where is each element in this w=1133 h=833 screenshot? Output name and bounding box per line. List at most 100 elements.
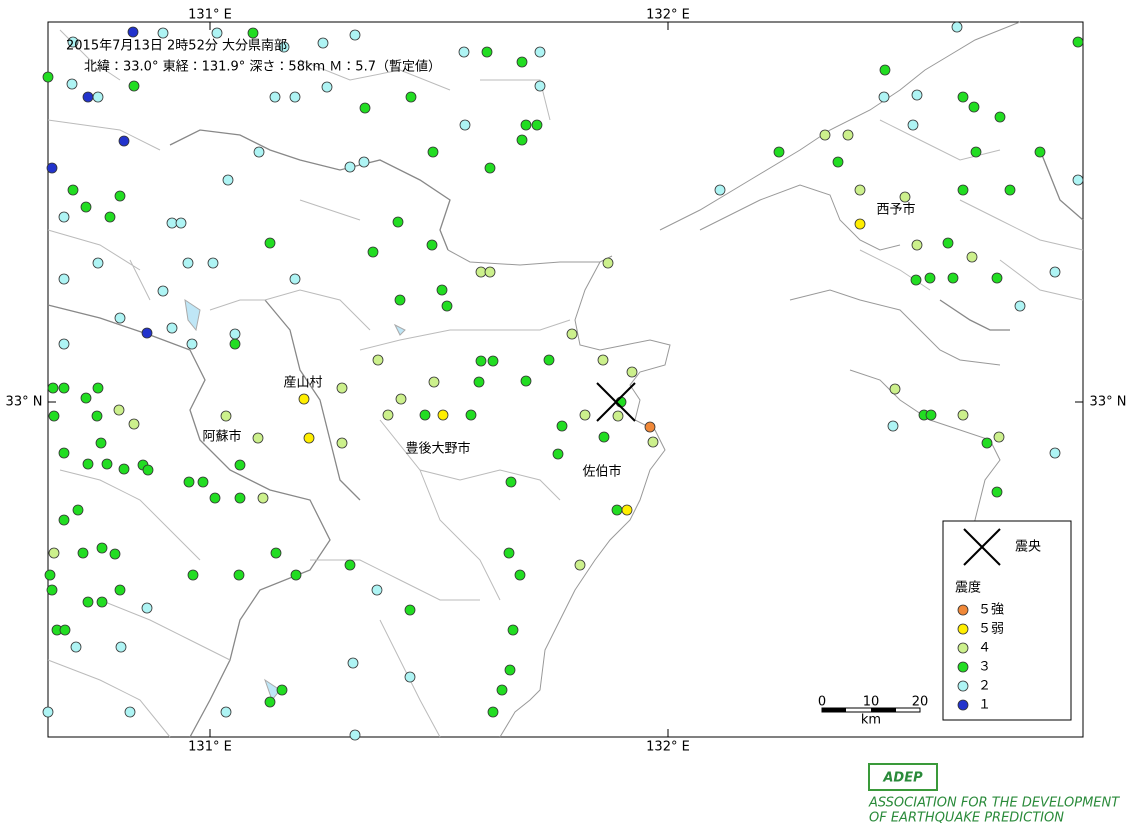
lon-label: 132° E: [646, 8, 690, 23]
station: [611, 504, 623, 516]
station: [349, 29, 361, 41]
station: [114, 190, 126, 202]
station: [428, 376, 440, 388]
station: [317, 37, 329, 49]
station: [109, 548, 121, 560]
station: [819, 129, 831, 141]
station: [44, 569, 56, 581]
station: [59, 624, 71, 636]
station: [925, 409, 937, 421]
station: [647, 436, 659, 448]
station: [911, 239, 923, 251]
station: [114, 312, 126, 324]
station: [128, 80, 140, 92]
station: [92, 382, 104, 394]
place-label: 豊後大野市: [405, 442, 470, 457]
place-label: 西予市: [876, 203, 915, 218]
station: [579, 409, 591, 421]
station: [58, 382, 70, 394]
lat-label: 33° N: [6, 395, 43, 410]
station: [947, 272, 959, 284]
station: [487, 706, 499, 718]
station: [321, 81, 333, 93]
station: [543, 354, 555, 366]
station: [504, 664, 516, 676]
station: [220, 706, 232, 718]
station: [42, 71, 54, 83]
legend-epicenter: 震央: [1015, 540, 1041, 555]
station: [371, 584, 383, 596]
station: [910, 274, 922, 286]
station: [220, 410, 232, 422]
station: [118, 463, 130, 475]
station: [77, 547, 89, 559]
station: [91, 410, 103, 422]
station: [832, 156, 844, 168]
place-label: 産山村: [283, 376, 322, 391]
station: [289, 273, 301, 285]
title: 2015年7月13日 2時52分 大分県南部: [66, 38, 287, 54]
legend-title: 震度: [955, 580, 981, 596]
station: [621, 504, 633, 516]
station: [404, 671, 416, 683]
station: [994, 111, 1006, 123]
station: [58, 338, 70, 350]
station: [127, 26, 139, 38]
station: [842, 129, 854, 141]
station: [182, 257, 194, 269]
station: [957, 91, 969, 103]
legend-label: ５強: [978, 603, 1004, 618]
station: [270, 547, 282, 559]
station: [229, 328, 241, 340]
station: [598, 431, 610, 443]
station: [879, 64, 891, 76]
station: [481, 46, 493, 58]
station: [252, 432, 264, 444]
station: [395, 393, 407, 405]
station: [183, 476, 195, 488]
station: [991, 486, 1003, 498]
station: [211, 27, 223, 39]
logo: ADEP ASSOCIATION FOR THE DEVELOPMENT OF …: [868, 763, 1120, 826]
station: [404, 604, 416, 616]
station: [344, 559, 356, 571]
station: [247, 27, 259, 39]
station: [970, 146, 982, 158]
station: [157, 27, 169, 39]
station: [459, 119, 471, 131]
scale-unit: km: [861, 713, 881, 728]
station: [114, 584, 126, 596]
station: [556, 420, 568, 432]
station: [534, 80, 546, 92]
station: [419, 409, 431, 421]
logo-text: OF EARTHQUAKE PREDICTION: [869, 811, 1064, 826]
station: [957, 409, 969, 421]
station: [458, 46, 470, 58]
station: [924, 272, 936, 284]
station: [644, 421, 656, 433]
station: [303, 432, 315, 444]
station: [441, 300, 453, 312]
graticule-ticks: [48, 22, 1083, 737]
station: [574, 559, 586, 571]
station: [854, 218, 866, 230]
station: [615, 396, 627, 408]
station: [46, 584, 58, 596]
station: [264, 237, 276, 249]
station: [113, 404, 125, 416]
scale-tick: 20: [912, 695, 929, 710]
station: [626, 366, 638, 378]
station: [991, 272, 1003, 284]
station: [166, 322, 178, 334]
station: [534, 46, 546, 58]
lon-label: 131° E: [188, 740, 232, 755]
station: [966, 251, 978, 263]
legend-label: ３: [978, 660, 991, 675]
station: [58, 273, 70, 285]
legend-swatch: [957, 699, 969, 711]
logo-text: ASSOCIATION FOR THE DEVELOPMENT: [868, 796, 1120, 811]
epicenter-marker: [596, 382, 636, 422]
station: [426, 239, 438, 251]
station: [234, 492, 246, 504]
